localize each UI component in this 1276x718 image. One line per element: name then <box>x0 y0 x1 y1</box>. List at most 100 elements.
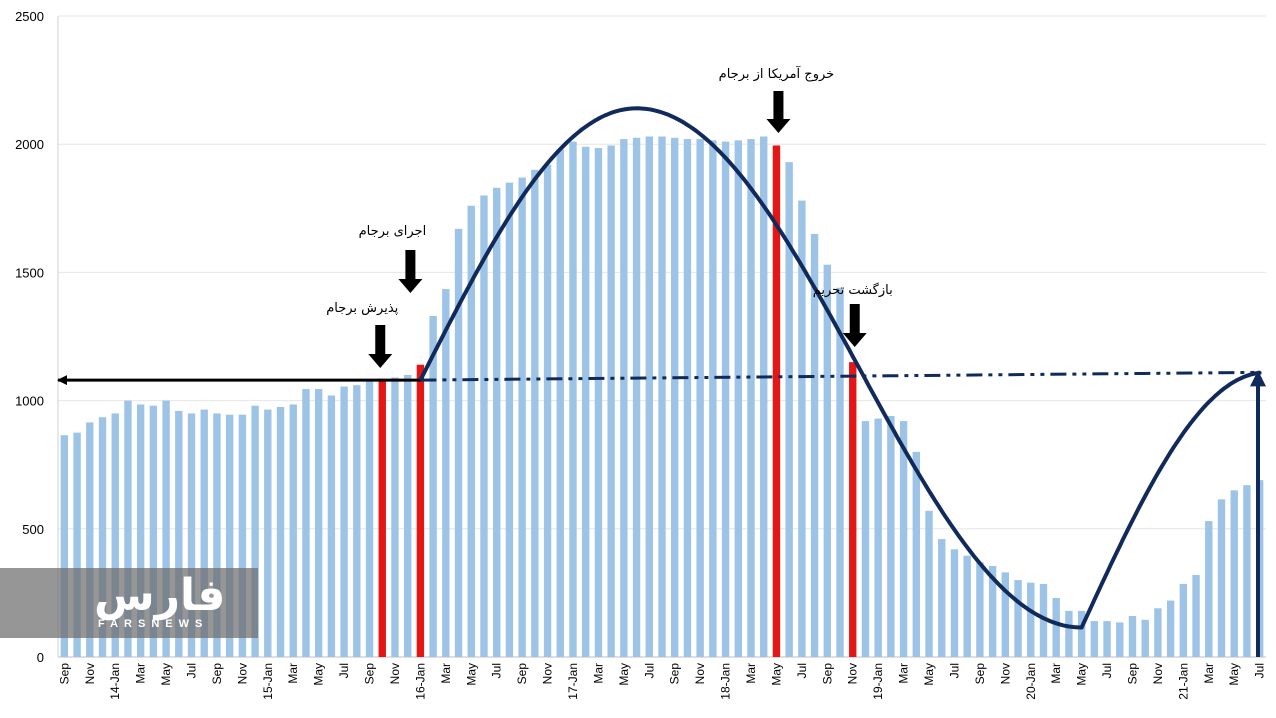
x-tick-label: Mar <box>591 663 605 684</box>
bar <box>760 136 768 657</box>
bar <box>480 195 488 658</box>
bar <box>264 409 272 657</box>
x-tick-label: Sep <box>1125 663 1139 685</box>
bar <box>289 404 297 657</box>
down-arrow-icon <box>842 304 867 347</box>
bar <box>1001 572 1010 657</box>
x-tick-label: Jul <box>642 663 656 678</box>
x-tick-label: Mar <box>134 663 148 684</box>
bar <box>810 233 819 657</box>
x-tick-label: Mar <box>1049 663 1063 684</box>
bar-highlighted <box>378 378 386 657</box>
x-tick-label: Sep <box>515 663 529 685</box>
bar <box>836 287 844 657</box>
logo-wordmark: فارس <box>94 570 226 621</box>
bar <box>620 139 628 657</box>
bar <box>912 451 921 657</box>
x-tick-label: Mar <box>897 663 911 684</box>
x-tick-label: Nov <box>388 663 402 684</box>
bar <box>454 228 463 657</box>
annotation-label: بازگشت تحریم <box>813 282 893 298</box>
bar <box>594 148 603 657</box>
x-tick-label: Sep <box>210 663 224 685</box>
bar <box>467 205 475 657</box>
bar <box>950 549 959 657</box>
bar <box>429 315 437 657</box>
bar <box>874 418 882 657</box>
x-tick-label: 14-Jan <box>108 663 122 700</box>
x-tick-label: Nov <box>693 663 707 684</box>
x-tick-label: Jul <box>1100 663 1114 678</box>
logo-subtitle: FARSNEWS <box>98 618 209 630</box>
x-tick-label: 20-Jan <box>1024 663 1038 700</box>
y-tick-label: 1500 <box>15 265 44 280</box>
bar-highlighted <box>416 364 425 657</box>
x-tick-label: Sep <box>363 663 377 685</box>
bar <box>747 139 755 657</box>
x-tick-label: 21-Jan <box>1176 663 1190 700</box>
bar <box>899 421 908 657</box>
x-tick-labels: Sep Nov 14-Jan Mar May Jul Sep Nov 15-Jan Mar May J… <box>57 663 1266 700</box>
annotation-label: خروج آمریکا از برجام <box>719 65 835 82</box>
down-arrow-icon <box>368 325 393 368</box>
bar <box>1243 485 1251 657</box>
bar <box>60 435 69 657</box>
x-tick-label: Jul <box>947 663 961 678</box>
bar <box>276 407 285 657</box>
x-tick-label: 19-Jan <box>871 663 885 700</box>
bar <box>1027 582 1035 657</box>
bar <box>1192 574 1200 657</box>
x-tick-label: 17-Jan <box>566 663 580 700</box>
bar <box>162 400 170 657</box>
x-tick-label: May <box>922 663 936 686</box>
bar <box>823 264 831 657</box>
trend-dashdot-line <box>420 370 1259 382</box>
x-tick-label: Nov <box>1151 663 1165 684</box>
annotations: پذیرش برجام اجرای برجام خروج آمریکا از برج… <box>326 65 893 368</box>
bar <box>1166 600 1175 657</box>
bar <box>887 415 895 657</box>
x-tick-label: May <box>312 663 326 686</box>
bar <box>124 400 132 657</box>
bar <box>1103 621 1111 657</box>
x-tick-label: Mar <box>439 663 453 684</box>
bar <box>1141 619 1149 657</box>
annotation-label: اجرای برجام <box>359 224 427 239</box>
x-tick-label: Sep <box>57 663 71 685</box>
bar <box>302 389 310 657</box>
bar <box>1205 521 1213 657</box>
x-tick-label: Mar <box>744 663 758 684</box>
bar <box>493 187 501 657</box>
bar <box>213 413 221 657</box>
bar <box>1128 615 1137 657</box>
x-tick-label: Sep <box>820 663 834 685</box>
y-tick-label: 2000 <box>15 137 44 152</box>
x-tick-label: Jul <box>337 663 351 678</box>
bar <box>671 137 679 658</box>
x-tick-label: Mar <box>286 663 300 684</box>
bar <box>721 141 730 658</box>
bar <box>149 405 158 657</box>
bar <box>569 141 577 658</box>
bar <box>543 164 552 657</box>
bar <box>531 169 539 657</box>
bar <box>353 385 361 657</box>
x-tick-label: Mar <box>1202 663 1216 684</box>
bar <box>696 139 704 657</box>
x-tick-label: May <box>617 663 631 686</box>
bar <box>798 200 806 657</box>
bar <box>925 510 933 657</box>
x-tick-label: Jul <box>490 663 504 678</box>
bar <box>111 413 119 657</box>
bar <box>1179 583 1188 657</box>
bar <box>963 555 971 657</box>
bar <box>709 140 717 657</box>
x-tick-label: Nov <box>846 663 860 684</box>
bar <box>340 386 348 657</box>
bar <box>73 432 81 657</box>
bar <box>582 146 590 658</box>
bar <box>632 137 641 658</box>
y-tick-label: 1000 <box>15 394 44 409</box>
bar <box>200 409 208 657</box>
bar <box>238 414 247 657</box>
